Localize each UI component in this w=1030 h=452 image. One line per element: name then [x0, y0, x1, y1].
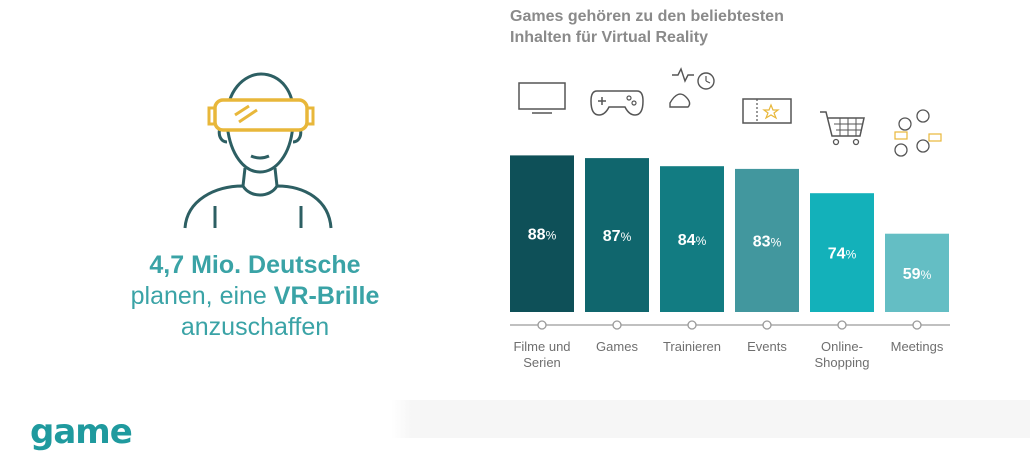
- ticket-body: [742, 98, 792, 124]
- gamepad-dpad: [598, 97, 606, 105]
- category-label: Online-: [821, 339, 863, 354]
- bar-group: 84% Trainieren: [660, 67, 724, 354]
- stopwatch-hands: [705, 76, 711, 84]
- axis-marker: [612, 320, 622, 330]
- footer-band: [0, 400, 1030, 438]
- bar-events: [735, 168, 799, 312]
- meeting-people-icon: [894, 109, 942, 157]
- bar-group: 83% Events: [735, 98, 799, 354]
- value-label: 74%: [828, 246, 857, 263]
- value-label: 83%: [753, 233, 782, 250]
- bar-online-shopping: [810, 193, 874, 312]
- speech-bubble: [928, 133, 942, 142]
- bar-group: 59% Meetings: [885, 109, 949, 354]
- value-label: 84%: [678, 232, 707, 249]
- category-label: Events: [747, 339, 787, 354]
- cart-body: [820, 111, 865, 137]
- shopping-cart-icon: [820, 111, 865, 146]
- speech-bubble: [894, 131, 908, 140]
- claim-line-2-bold: VR-Brille: [273, 282, 380, 310]
- person-head: [898, 117, 912, 131]
- axis-marker: [762, 320, 772, 330]
- vr-person-icon: [183, 72, 333, 229]
- headline-claim: 4,7 Mio. Deutsche planen, eine VR-Brille…: [60, 250, 450, 343]
- tv-icon: [518, 82, 566, 114]
- axis-marker: [687, 320, 697, 330]
- gamepad-button: [631, 100, 637, 106]
- category-label: Meetings: [891, 339, 944, 354]
- chart-title: Games gehören zu den beliebtesten Inhalt…: [510, 6, 930, 48]
- flexed-arm: [669, 93, 691, 108]
- gamepad-icon: [590, 90, 644, 116]
- heartbeat-line: [672, 67, 694, 83]
- category-label: Shopping: [815, 355, 870, 370]
- claim-line-2-text: planen, eine: [130, 282, 274, 310]
- axis-marker: [912, 320, 922, 330]
- value-label: 59%: [903, 266, 932, 283]
- left-panel: 4,7 Mio. Deutsche planen, eine VR-Brille…: [0, 0, 480, 438]
- gamepad-body: [590, 90, 644, 116]
- bar-filme-und-serien: [510, 155, 574, 312]
- gamepad-button: [626, 95, 632, 101]
- tv-screen: [518, 82, 566, 110]
- cart-grid: [834, 118, 862, 136]
- value-label: 87%: [603, 228, 632, 245]
- claim-line-2: planen, eine VR-Brille: [60, 281, 450, 312]
- bar-meetings: [885, 233, 949, 312]
- ticket-star: [762, 103, 780, 120]
- axis-marker: [837, 320, 847, 330]
- ticket-icon: [742, 98, 792, 124]
- claim-line-1: 4,7 Mio. Deutsche: [149, 251, 361, 279]
- claim-line-3: anzuschaffen: [180, 313, 330, 341]
- bar-games: [585, 158, 649, 312]
- person-head: [916, 139, 930, 153]
- fitness-icon: [669, 67, 715, 108]
- bar-chart: 88%Filme undSerien87%Games84%Trainieren8…: [510, 67, 950, 370]
- axis-marker: [537, 320, 547, 330]
- cart-wheel: [832, 138, 840, 146]
- bar-group: 87% Games: [585, 90, 649, 354]
- bar-group: 74% Online-Shopping: [810, 111, 874, 370]
- person-head: [916, 109, 930, 123]
- category-label: Filme und: [513, 339, 570, 354]
- person-head: [894, 143, 908, 157]
- chart-title-line-2: Inhalten für Virtual Reality: [510, 29, 708, 46]
- category-label: Serien: [523, 355, 561, 370]
- category-label: Trainieren: [663, 339, 721, 354]
- stopwatch: [697, 72, 715, 90]
- bar-trainieren: [660, 166, 724, 312]
- category-label: Games: [596, 339, 638, 354]
- chart-title-line-1: Games gehören zu den beliebtesten: [510, 8, 784, 25]
- value-label: 88%: [528, 227, 557, 244]
- cart-wheel: [852, 138, 860, 146]
